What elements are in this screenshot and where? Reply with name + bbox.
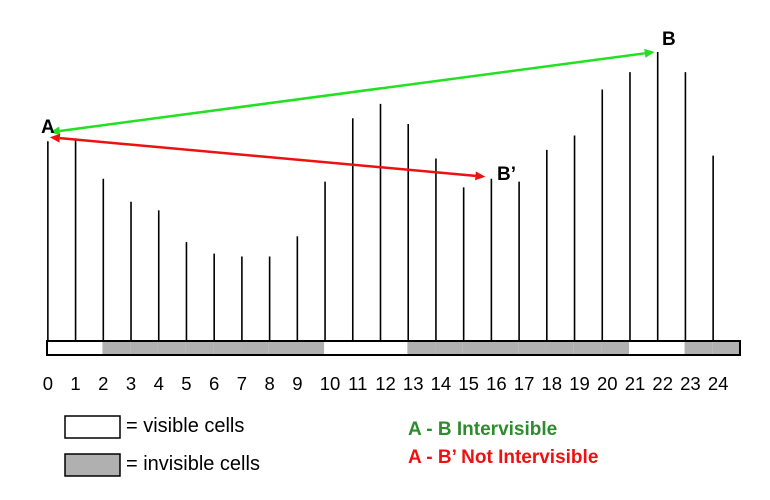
cell-16 [490,341,519,355]
cell-12 [379,341,408,355]
cell-index-label: 17 [514,373,535,394]
sight-line-a-b-prime-arrowhead [49,133,61,143]
cell-index-label: 1 [70,373,80,394]
cell-strip [46,340,741,356]
cell-7 [241,341,269,355]
cell-6 [213,341,242,355]
cell-17 [518,341,546,355]
cell-2 [102,341,131,355]
cell-strip-border [46,340,741,356]
cell-index-label: 16 [486,373,507,394]
cell-5 [185,341,214,355]
cell-13 [407,341,436,355]
cell-20 [601,341,630,355]
cell-index-label: 13 [403,373,424,394]
cell-index-label: 8 [264,373,274,394]
cell-index-label: 24 [708,373,729,394]
legend-invisible-swatch [64,453,121,477]
sight-line-a-b-arrowhead [644,48,655,58]
sight-line-a-b-arrowhead [49,126,61,136]
sight-line-a-b [49,48,655,136]
cell-15 [462,341,491,355]
cell-index-label: 0 [43,373,53,394]
cell-index-label: 2 [98,373,108,394]
cell-index-label: 19 [569,373,590,394]
cell-index-label: 9 [292,373,302,394]
cell-index-label: 23 [680,373,701,394]
cell-8 [268,341,297,355]
sight-lines [49,48,655,181]
cell-index-label: 12 [375,373,396,394]
cell-1 [74,341,103,355]
cell-index-label: 21 [625,373,646,394]
cell-index-label: 18 [542,373,563,394]
cell-11 [351,341,380,355]
cell-index-label: 22 [652,373,673,394]
sight-line-a-b-stroke [59,52,645,133]
cell-index-label: 6 [209,373,219,394]
elevation-profile [47,52,714,341]
cell-index-label: 10 [320,373,341,394]
cell-9 [296,341,325,355]
cell-index-label: 3 [126,373,136,394]
cell-index-label: 7 [237,373,247,394]
cell-index-label: 4 [154,373,164,394]
legend-invisible-label: = invisible cells [126,453,260,475]
cell-3 [130,341,158,355]
point-a-label: A [41,117,55,138]
cell-0 [47,341,75,355]
cell-index-label: 5 [181,373,191,394]
legend-visible-swatch [64,415,121,439]
cell-index-label: 14 [431,373,452,394]
cell-18 [545,341,574,355]
cell-14 [435,341,463,355]
cell-index-label: 20 [597,373,618,394]
cell-index-label: 15 [458,373,479,394]
cell-22 [656,341,685,355]
note-intervisible: A - B Intervisible [408,419,557,440]
cell-index-axis: 0 1 2 3 4 5 6 7 8 9 10 11 12 13 14 15 16 17 18 19 20 21 22 23 24 [43,373,729,394]
cell-index-label: 11 [348,373,367,394]
legend: = visible cells = invisible cells [64,415,260,477]
sight-line-a-b-prime [49,133,486,181]
legend-visible-label: = visible cells [126,415,244,437]
cell-24 [712,341,740,355]
cell-21 [629,341,657,355]
sight-line-a-b-prime-arrowhead [475,171,486,181]
point-b-label: B [662,29,676,50]
cell-19 [573,341,602,355]
point-b-prime-label: B’ [497,164,516,185]
cell-23 [684,341,713,355]
note-not-intervisible: A - B’ Not Intervisible [408,447,598,468]
cell-4 [157,341,186,355]
sight-line-a-b-prime-stroke [59,136,476,178]
cell-10 [324,341,352,355]
